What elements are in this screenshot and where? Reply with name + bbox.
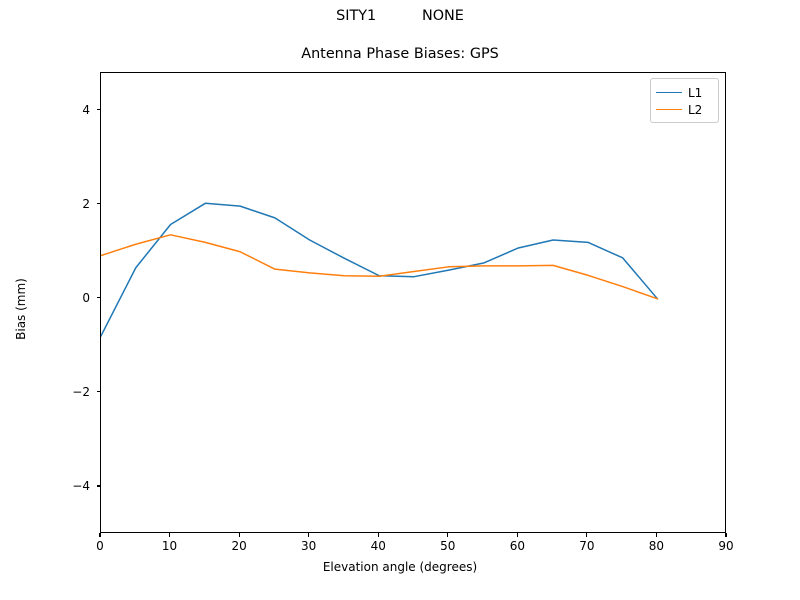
y-tick-mark (96, 391, 100, 393)
x-tick-label: 90 (718, 539, 734, 553)
x-tick-mark (586, 533, 588, 537)
x-tick-label: 0 (96, 539, 104, 553)
y-tick-label: −4 (72, 478, 90, 493)
y-axis-label: Bias (mm) (14, 278, 28, 340)
series-line-l1 (101, 202, 659, 337)
y-tick-label: 4 (82, 102, 90, 117)
legend-item-l2[interactable]: L2 (656, 101, 713, 118)
x-tick-label: 50 (440, 539, 456, 553)
x-tick-mark (238, 533, 240, 537)
legend-swatch-l1-icon (656, 92, 682, 93)
figure-suptitle: SITY1 NONE (336, 8, 464, 24)
x-tick-mark (655, 533, 657, 537)
x-tick-label: 30 (301, 539, 317, 553)
x-tick-label: 10 (161, 539, 178, 553)
legend-label: L1 (688, 85, 703, 100)
x-axis-label: Elevation angle (degrees) (322, 560, 478, 574)
x-tick-mark (516, 533, 518, 537)
y-tick-mark (96, 485, 100, 487)
x-tick-mark (377, 533, 379, 537)
x-tick-label: 60 (509, 539, 525, 553)
y-tick-label: 0 (82, 290, 90, 305)
x-tick-label: 20 (231, 539, 247, 553)
plot-area (100, 72, 726, 533)
x-tick-label: 80 (648, 539, 665, 553)
legend-swatch-l2-icon (656, 109, 682, 110)
x-tick-label: 70 (579, 539, 595, 553)
y-tick-mark (96, 297, 100, 299)
chart-lines (101, 202, 659, 337)
x-tick-label: 40 (370, 539, 386, 553)
y-tick-mark (96, 203, 100, 205)
x-tick-mark (99, 533, 101, 537)
x-tick-mark (308, 533, 310, 537)
x-tick-mark (725, 533, 727, 537)
y-tick-mark (96, 109, 100, 111)
legend-label: L2 (688, 102, 703, 117)
x-tick-mark (169, 533, 171, 537)
x-tick-mark (447, 533, 449, 537)
y-tick-label: −2 (72, 384, 90, 399)
page-title: Antenna Phase Biases: GPS (301, 46, 499, 62)
series-line-l2 (101, 234, 659, 300)
legend-item-l1[interactable]: L1 (656, 84, 713, 101)
chart-legend[interactable]: L1 L2 (650, 78, 719, 123)
y-tick-label: 2 (82, 196, 90, 211)
